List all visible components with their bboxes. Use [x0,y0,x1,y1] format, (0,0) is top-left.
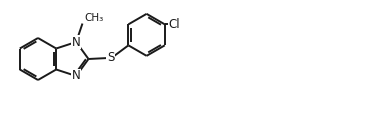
Text: S: S [107,51,114,64]
Text: N: N [72,70,81,82]
Text: Cl: Cl [169,18,180,31]
Text: CH₃: CH₃ [85,13,104,23]
Text: N: N [72,36,81,48]
